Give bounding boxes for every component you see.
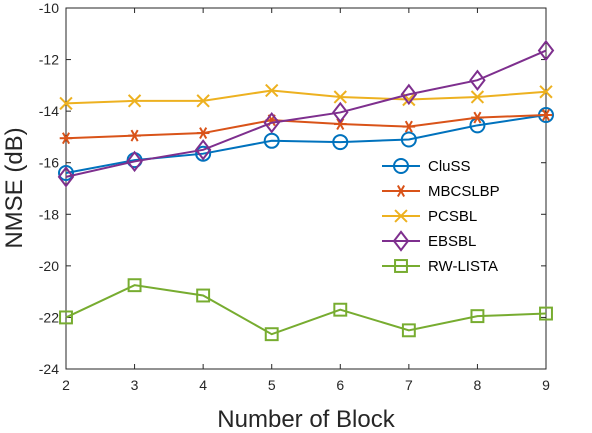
data-point-rw-lista — [333, 302, 348, 317]
legend-item-rw-lista: RW-LISTA — [382, 258, 498, 275]
data-point-rw-lista — [127, 278, 142, 293]
series-ebsbl — [57, 39, 555, 188]
data-point-ebsbl — [400, 83, 418, 106]
x-tick-label: 8 — [474, 377, 482, 393]
data-point-ebsbl — [332, 101, 349, 124]
data-point-ebsbl — [537, 39, 555, 62]
y-tick-label: -18 — [39, 206, 59, 222]
legend-marker — [393, 158, 409, 174]
series-rw-lista — [59, 278, 553, 342]
data-point-mbcslbp — [59, 132, 73, 145]
data-point-pcsbl — [539, 85, 553, 99]
y-tick-label: -10 — [39, 0, 59, 16]
y-tick-label: -14 — [39, 103, 59, 119]
y-tick-label: -22 — [39, 309, 59, 325]
data-point-cluss — [263, 132, 280, 149]
data-point-pcsbl — [265, 83, 279, 98]
series-line-mbcslbp — [65, 114, 547, 140]
series-layer — [57, 39, 555, 342]
x-tick-label: 4 — [199, 377, 207, 393]
x-axis-ticks: 2 3 4 5 6 7 8 9 — [62, 8, 550, 393]
series-line-ebsbl — [65, 49, 547, 178]
series-pcsbl — [59, 83, 553, 111]
legend-label: CluSS — [428, 158, 471, 175]
y-tick-label: -24 — [39, 361, 59, 377]
y-axis-ticks: -10 -12 -14 -16 -18 -20 -22 -24 — [39, 0, 546, 377]
x-tick-label: 7 — [405, 377, 413, 393]
x-tick-label: 5 — [268, 377, 276, 393]
y-tick-label: -16 — [39, 155, 59, 171]
x-axis-label: Number of Block — [217, 406, 395, 433]
y-tick-label: -12 — [39, 52, 59, 68]
data-point-rw-lista — [196, 288, 211, 303]
data-point-cluss — [195, 145, 212, 162]
data-point-pcsbl — [127, 94, 142, 108]
legend-label: EBSBL — [428, 233, 476, 250]
y-tick-label: -20 — [39, 258, 59, 274]
legend-marker — [394, 185, 408, 197]
series-line-rw-lista — [65, 284, 547, 336]
data-point-ebsbl — [126, 150, 143, 173]
data-point-cluss — [332, 134, 349, 151]
data-point-rw-lista — [59, 310, 73, 325]
data-point-cluss — [58, 165, 74, 182]
data-point-ebsbl — [194, 139, 212, 161]
data-point-cluss — [400, 131, 417, 148]
data-point-pcsbl — [59, 96, 73, 111]
plot-area — [65, 7, 547, 370]
x-tick-label: 9 — [542, 377, 550, 393]
legend-marker — [394, 209, 408, 223]
data-point-mbcslbp — [539, 109, 553, 121]
legend-marker — [392, 230, 410, 252]
x-tick-label: 2 — [62, 377, 70, 393]
series-line-pcsbl — [65, 89, 547, 105]
legend-marker — [394, 259, 408, 273]
data-point-mbcslbp — [128, 129, 141, 142]
legend-label: RW-LISTA — [428, 258, 498, 275]
data-point-rw-lista — [539, 306, 553, 321]
data-point-rw-lista — [401, 323, 416, 338]
legend-label: MBCSLBP — [428, 183, 500, 200]
data-point-mbcslbp — [471, 111, 484, 124]
data-point-mbcslbp — [402, 120, 416, 133]
data-point-rw-lista — [264, 327, 279, 342]
legend-label: PCSBL — [428, 208, 477, 225]
data-point-rw-lista — [470, 309, 485, 324]
data-point-mbcslbp — [196, 127, 210, 140]
x-tick-label: 3 — [131, 377, 139, 393]
legend-item-cluss: CluSS — [382, 158, 471, 175]
data-point-ebsbl — [57, 166, 75, 188]
data-point-pcsbl — [470, 90, 485, 104]
legend-item-pcsbl: PCSBL — [382, 208, 477, 225]
legend-item-ebsbl: EBSBL — [382, 230, 476, 252]
data-point-ebsbl — [263, 112, 280, 134]
x-tick-label: 6 — [336, 377, 344, 393]
data-point-pcsbl — [196, 94, 210, 108]
y-axis-label: NMSE (dB) — [1, 127, 28, 248]
data-point-ebsbl — [469, 69, 486, 91]
data-point-pcsbl — [333, 90, 347, 104]
legend: CluSS MBCSLBP PCSBL EBSBL RW-LISTA — [382, 158, 500, 275]
axes-box — [65, 7, 547, 370]
legend-item-mbcslbp: MBCSLBP — [382, 183, 500, 200]
